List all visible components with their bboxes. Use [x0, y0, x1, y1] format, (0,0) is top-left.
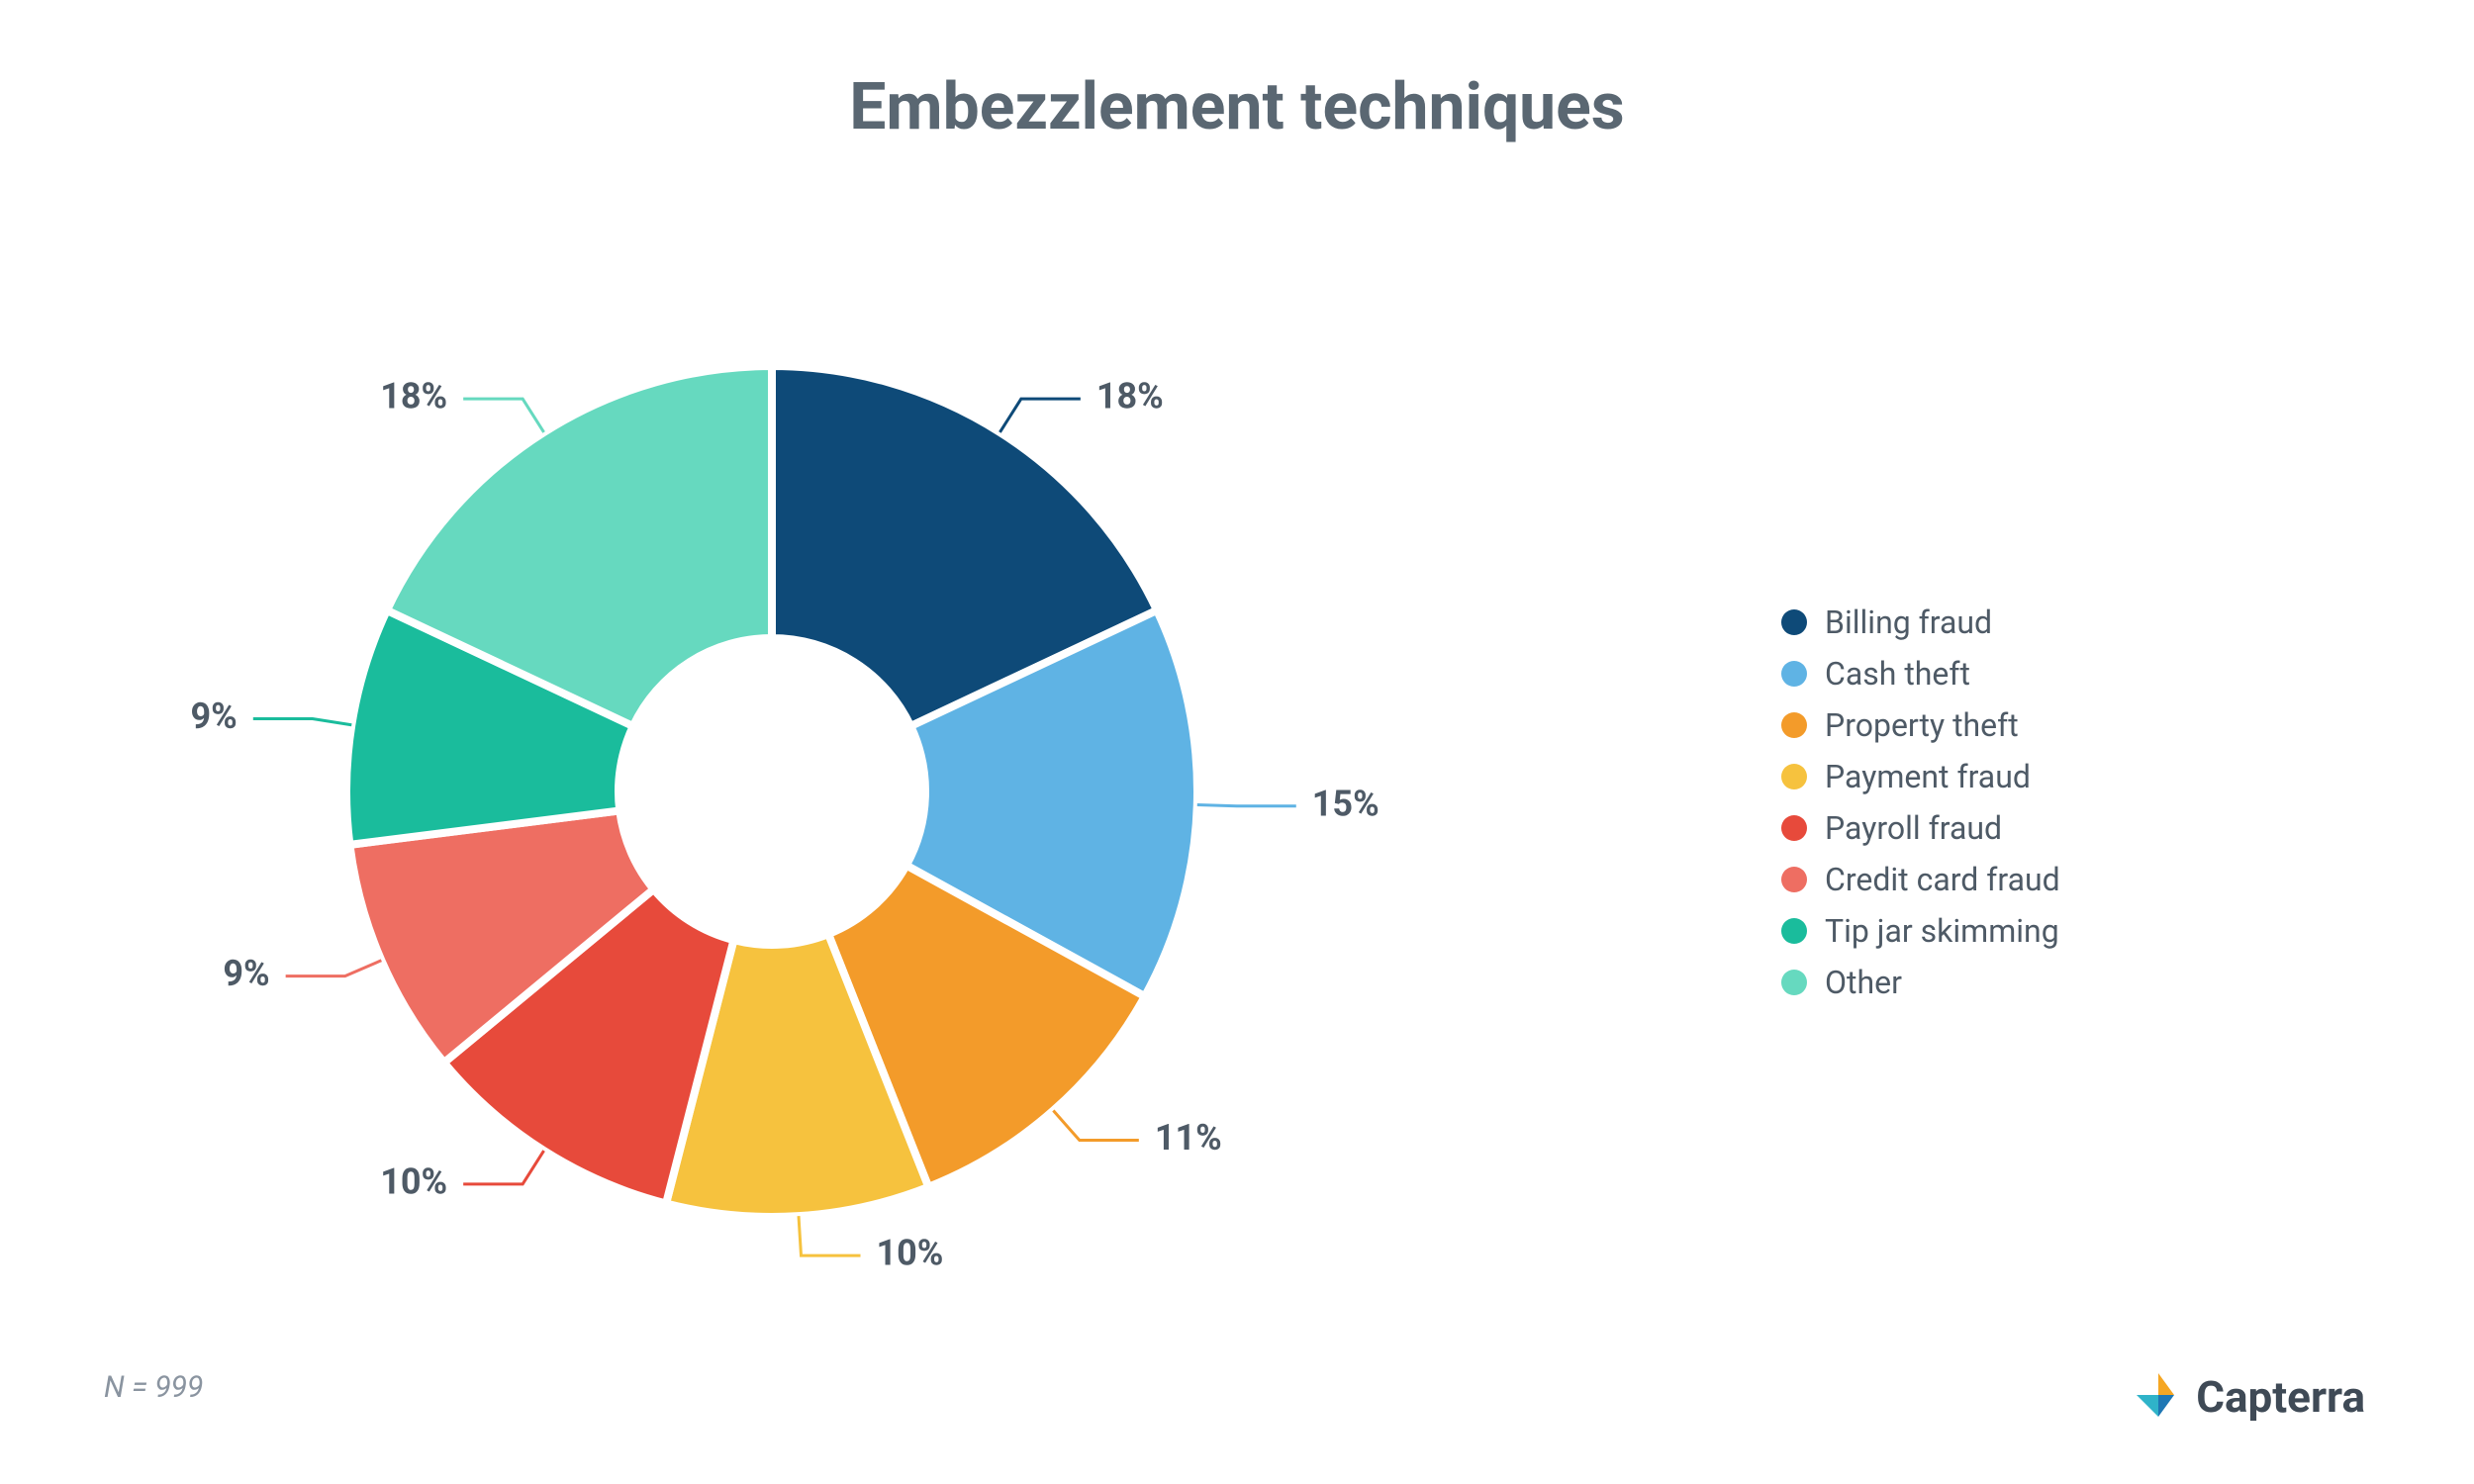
brand-arrow-part	[2158, 1395, 2174, 1417]
leader-line	[799, 1216, 861, 1255]
legend-item: Cash theft	[1781, 655, 2060, 693]
legend-item: Payment fraud	[1781, 758, 2060, 795]
legend-swatch	[1781, 970, 1807, 995]
legend-swatch	[1781, 609, 1807, 635]
legend-item: Billing fraud	[1781, 603, 2060, 641]
brand-arrow-part	[2158, 1373, 2174, 1395]
leader-line	[463, 399, 543, 432]
legend-item: Other	[1781, 964, 2060, 1001]
slice-percent-label: 18%	[380, 376, 447, 417]
leader-line	[253, 718, 352, 724]
legend-item: Payroll fraud	[1781, 809, 2060, 847]
legend-label: Other	[1825, 964, 1902, 1001]
slice-percent-label: 9%	[191, 696, 238, 737]
legend-item: Property theft	[1781, 706, 2060, 744]
legend-swatch	[1781, 918, 1807, 944]
slice-percent-label: 10%	[877, 1233, 944, 1274]
legend: Billing fraud Cash theft Property theft Pay…	[1781, 603, 2060, 1001]
slice-percent-label: 9%	[223, 953, 269, 994]
legend-label: Payment fraud	[1825, 758, 2031, 795]
capterra-arrow-icon	[2131, 1369, 2186, 1425]
legend-label: Billing fraud	[1825, 603, 1992, 641]
slice-percent-label: 11%	[1155, 1117, 1222, 1159]
legend-swatch	[1781, 712, 1807, 738]
legend-swatch	[1781, 815, 1807, 841]
slice-percent-label: 18%	[1096, 376, 1164, 417]
donut-chart: 18%15%11%10%10%9%9%18%	[277, 297, 1267, 1286]
legend-label: Property theft	[1825, 706, 2019, 744]
brand-name: Capterra	[2196, 1371, 2365, 1423]
sample-size-note: N = 999	[104, 1370, 204, 1405]
legend-label: Cash theft	[1825, 655, 1970, 693]
brand-logo: Capterra	[2131, 1369, 2365, 1425]
leader-line	[1197, 805, 1296, 806]
legend-item: Tip jar skimming	[1781, 912, 2060, 950]
legend-label: Tip jar skimming	[1825, 912, 2059, 950]
legend-label: Payroll fraud	[1825, 809, 2002, 847]
leader-line	[999, 399, 1080, 432]
brand-arrow-part	[2137, 1395, 2158, 1417]
legend-swatch	[1781, 764, 1807, 789]
chart-title: Embezzlement techniques	[0, 69, 2474, 145]
legend-swatch	[1781, 867, 1807, 892]
slice-percent-label: 15%	[1312, 783, 1380, 824]
leader-line	[1053, 1111, 1138, 1141]
legend-label: Credit card fraud	[1825, 861, 2060, 898]
leader-line	[463, 1151, 543, 1184]
legend-item: Credit card fraud	[1781, 861, 2060, 898]
legend-swatch	[1781, 661, 1807, 687]
slice-percent-label: 10%	[380, 1160, 447, 1202]
leader-line	[286, 961, 382, 976]
